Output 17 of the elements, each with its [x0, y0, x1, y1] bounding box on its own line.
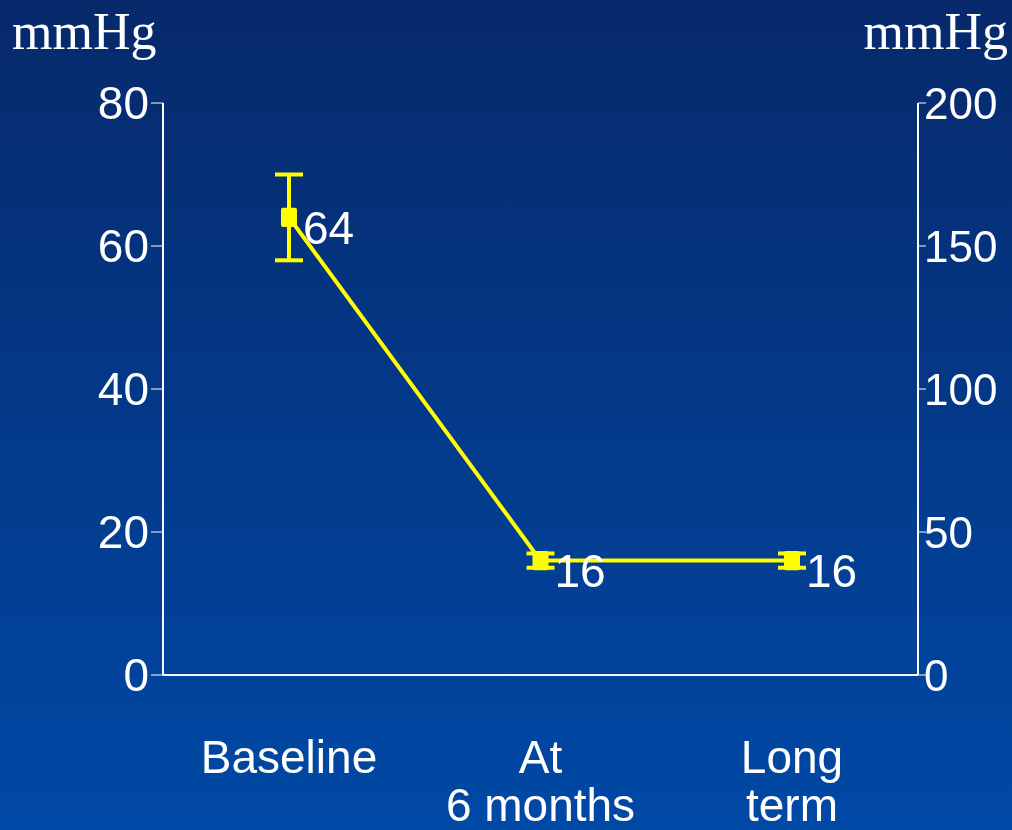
x-tick-label: Long term — [740, 731, 844, 830]
y2-tick-label: 200 — [924, 78, 998, 128]
y-tick-label: 20 — [97, 506, 149, 559]
x-tick-label: Baseline — [200, 731, 378, 783]
x-tick-label: At 6 months — [445, 731, 636, 830]
y-tick-label: 40 — [97, 363, 149, 416]
y2-tick-label: 100 — [924, 364, 998, 414]
y2-tick-label: 150 — [924, 221, 998, 271]
data-label: 64 — [303, 201, 355, 254]
y-tick-label: 60 — [97, 220, 149, 273]
y-tick-label: 0 — [123, 649, 149, 702]
y2-tick-label: 0 — [924, 650, 949, 700]
y-axis-title: mmHg — [12, 2, 157, 61]
y-tick-label: 80 — [97, 77, 149, 130]
data-label: 16 — [806, 544, 858, 597]
y2-axis-title: mmHg — [863, 2, 1008, 61]
y2-tick-label: 50 — [924, 507, 973, 557]
